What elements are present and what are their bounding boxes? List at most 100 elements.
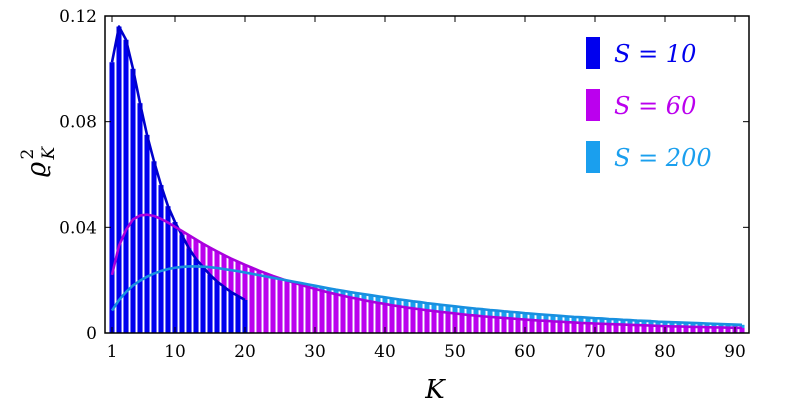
y-axis-title-sub: K [39,146,59,161]
bar-s1-k63 [543,320,549,333]
bar-s1-k34 [340,295,346,333]
bar-s0-k8 [158,185,164,333]
x-tick-label-30: 30 [304,342,326,362]
curve-series-1 [110,213,743,330]
bar-s1-k39 [375,302,381,333]
bar-s1-k51 [459,314,465,333]
bar-s1-k33 [333,294,339,333]
bar-s1-k68 [578,322,584,333]
bar-s1-k88 [718,327,724,333]
bar-s1-k36 [354,298,360,333]
bar-s1-k83 [683,326,689,333]
bar-s1-k21 [249,267,255,333]
bar-s0-k2 [116,26,122,333]
bar-s1-k71 [599,323,605,333]
bar-s1-k66 [564,322,570,333]
bar-s1-k85 [697,326,703,333]
bar-s1-k28 [298,284,304,333]
bar-s0-k10 [172,222,178,333]
x-tick-label-90: 90 [724,342,746,362]
legend-swatch-1 [586,89,600,121]
bar-s0-k19 [235,296,241,333]
bar-s0-k15 [207,274,213,333]
bar-s1-k57 [501,317,507,333]
bar-s1-k62 [536,320,542,333]
bar-s1-k58 [508,318,514,333]
bar-s1-k49 [445,312,451,333]
bar-s1-k59 [515,319,521,333]
bar-s1-k27 [291,282,297,333]
x-tick-label-60: 60 [514,342,536,362]
legend: S = 10 S = 60 S = 200 [586,37,712,173]
bar-s1-k41 [389,305,395,333]
x-tick-label-10: 10 [164,342,186,362]
bar-s1-k45 [417,309,423,333]
x-tick-label-70: 70 [584,342,606,362]
bar-s1-k46 [424,310,430,333]
bar-s1-k26 [284,280,290,333]
y-tick-label-0: 0 [86,324,97,344]
bar-s1-k29 [305,287,311,333]
legend-label-2: S = 200 [614,144,712,172]
x-tick-label-80: 80 [654,342,676,362]
x-tick-label-20: 20 [234,342,256,362]
bar-s1-k84 [690,326,696,333]
bar-s1-k37 [361,300,367,333]
legend-swatch-0 [586,37,600,69]
y-axis-title-sup: 2 [18,149,38,160]
bar-s1-k42 [396,306,402,333]
bar-s1-k43 [403,307,409,333]
bar-s1-k47 [431,311,437,333]
legend-label-1: S = 60 [614,92,696,120]
bar-s1-k77 [641,325,647,333]
bar-s1-k38 [368,301,374,333]
bar-s1-k64 [550,321,556,333]
bar-s0-k11 [179,235,185,333]
bar-s1-k91 [739,327,745,333]
bar-s0-k6 [144,134,150,334]
bar-s0-k17 [221,286,227,333]
bar-s0-k5 [137,103,143,334]
bar-s1-k25 [277,278,283,333]
bar-s1-k61 [529,320,535,333]
bar-s1-k22 [256,270,262,333]
bar-s1-k48 [438,311,444,333]
bar-s0-k4 [130,68,136,333]
bar-s1-k55 [487,316,493,333]
y-tick-label-3: 0.12 [59,7,97,27]
curve-series-2 [110,265,743,327]
bar-s1-k82 [676,326,682,333]
bar-s1-k78 [648,325,654,333]
bar-s1-k50 [452,313,458,333]
x-axis-title: K [424,375,446,405]
bar-s1-k40 [382,303,388,333]
ticks-layer: 1 10 20 30 40 50 60 70 80 90 0 0.04 0.08 0.12 [59,7,749,362]
bar-s0-k1 [109,62,115,333]
y-tick-label-1: 0.04 [59,218,97,238]
bars-layer [109,26,745,334]
bar-s1-k75 [627,324,633,333]
bar-s1-k35 [347,297,353,333]
bar-s0-k12 [186,248,192,333]
x-tick-label-40: 40 [374,342,396,362]
y-axis-title: ϱ 2 K [18,146,59,178]
bar-s0-k18 [228,292,234,333]
bar-s1-k89 [725,327,731,333]
x-tick-label-1: 1 [107,342,118,362]
bar-s1-k56 [494,317,500,333]
bar-s1-k76 [634,325,640,333]
y-tick-label-2: 0.08 [59,113,97,133]
bar-s1-k52 [466,315,472,333]
bar-s0-k7 [151,161,157,333]
curves-layer [110,25,743,330]
bar-s1-k53 [473,315,479,333]
bar-s1-k24 [270,275,276,333]
bar-s1-k81 [669,326,675,333]
bar-s1-k67 [571,322,577,333]
plot-frame [104,15,750,334]
bar-s0-k14 [200,266,206,333]
bar-s0-k16 [214,281,220,333]
bar-s1-k32 [326,292,332,333]
x-tick-label-50: 50 [444,342,466,362]
